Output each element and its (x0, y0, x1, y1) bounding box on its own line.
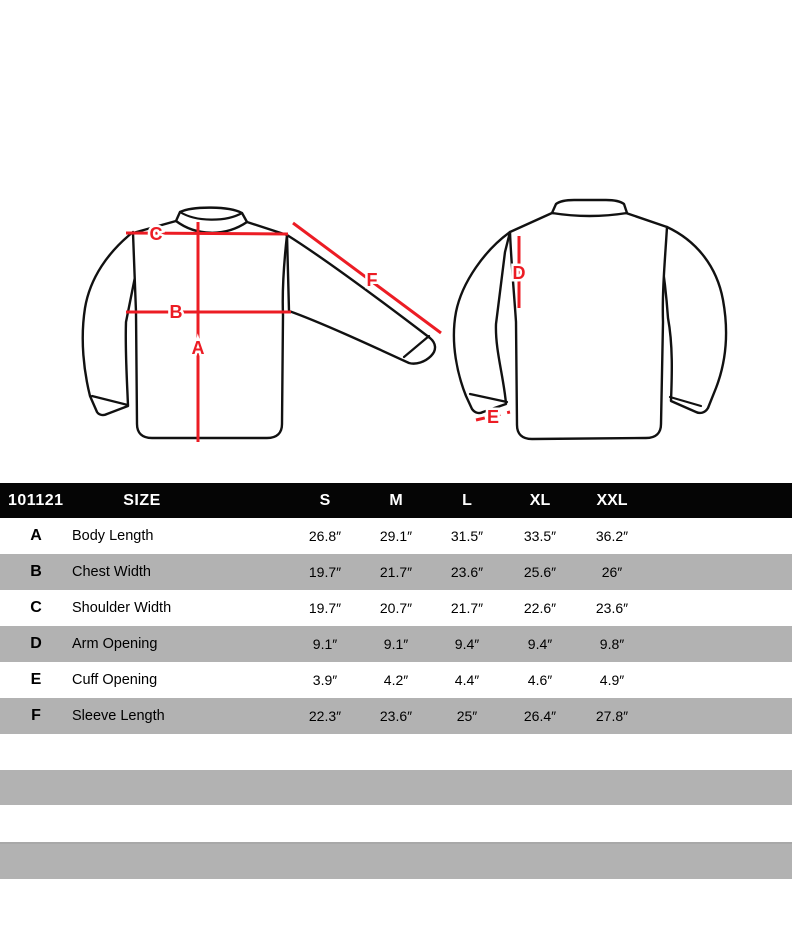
row-value-xxl: 26″ (601, 564, 623, 580)
row-value-m: 4.2″ (383, 672, 409, 688)
col-header-s: S (319, 492, 331, 509)
row-value-l: 23.6″ (450, 564, 484, 580)
table-header: 101121 SIZE S M L XL XXL (0, 483, 792, 518)
row-value-s: 19.7″ (308, 564, 342, 580)
back-left-sleeve (452, 230, 512, 415)
row-value-m: 21.7″ (379, 564, 413, 580)
col-header-l: L (462, 492, 472, 509)
measure-label-d: D (513, 263, 526, 283)
row-letter: B (30, 563, 42, 580)
row-letter: F (31, 707, 41, 724)
row-value-s: 3.9″ (312, 672, 338, 688)
size-header-label: SIZE (123, 492, 161, 509)
row-value-s: 22.3″ (308, 708, 342, 724)
measure-label-f: F (367, 270, 378, 290)
row-value-xl: 9.4″ (527, 636, 553, 652)
row-value-xl: 33.5″ (523, 528, 557, 544)
row-value-s: 19.7″ (308, 600, 342, 616)
measure-line-c (125, 231, 289, 236)
back-body (508, 211, 669, 441)
table-row-body-length: A Body Length 26.8″ 29.1″ 31.5″ 33.5″ 36… (0, 518, 792, 554)
col-header-xl: XL (529, 492, 551, 509)
row-value-xl: 4.6″ (527, 672, 553, 688)
table-row-arm-opening: D Arm Opening 9.1″ 9.1″ 9.4″ 9.4″ 9.8″ (0, 626, 792, 662)
front-left-sleeve (81, 230, 142, 417)
row-name: Shoulder Width (72, 600, 172, 616)
measure-line-f (292, 221, 442, 335)
row-name: Body Length (72, 528, 154, 544)
table-row-chest-width: B Chest Width 19.7″ 21.7″ 23.6″ 25.6″ 26… (0, 554, 792, 590)
row-letter: A (30, 527, 42, 544)
front-left-cuff-seam (90, 394, 130, 407)
table-row-cuff-opening: E Cuff Opening 3.9″ 4.2″ 4.4″ 4.6″ 4.9″ (0, 662, 792, 698)
row-value-xxl: 36.2″ (595, 528, 629, 544)
row-value-m: 29.1″ (379, 528, 413, 544)
product-code: 101121 (8, 492, 64, 509)
row-value-xl: 25.6″ (523, 564, 557, 580)
row-letter: E (30, 671, 42, 688)
row-value-m: 23.6″ (379, 708, 413, 724)
measure-label-a: A (192, 338, 205, 358)
row-value-l: 21.7″ (450, 600, 484, 616)
row-value-l: 31.5″ (450, 528, 484, 544)
size-table: 101121 SIZE S M L XL XXL A Body Length 2… (0, 483, 792, 734)
row-name: Sleeve Length (72, 708, 165, 724)
front-collar-rim (178, 210, 244, 221)
back-collar (550, 198, 629, 218)
measure-label-e: E (487, 407, 499, 427)
measure-label-c: C (150, 224, 163, 244)
row-value-xxl: 27.8″ (595, 708, 629, 724)
back-left-cuff-seam (468, 392, 509, 404)
row-name: Cuff Opening (72, 672, 158, 688)
row-letter: D (30, 635, 42, 652)
shirt-measurement-diagram: C B A F D E (81, 198, 728, 442)
empty-row-stripe (0, 842, 792, 879)
row-value-s: 26.8″ (308, 528, 342, 544)
back-right-cuff-seam (668, 395, 703, 408)
table-row-shoulder-width: C Shoulder Width 19.7″ 20.7″ 21.7″ 22.6″… (0, 590, 792, 626)
row-name: Chest Width (72, 564, 151, 580)
row-value-xl: 26.4″ (523, 708, 557, 724)
row-value-xxl: 4.9″ (599, 672, 625, 688)
front-right-cuff-seam (402, 334, 431, 359)
row-value-m: 9.1″ (383, 636, 409, 652)
empty-row-stripe (0, 770, 792, 805)
row-name: Arm Opening (72, 636, 158, 652)
row-value-xxl: 9.8″ (599, 636, 625, 652)
back-shirt: D E (452, 198, 728, 441)
front-body (131, 219, 289, 440)
row-value-xl: 22.6″ (523, 600, 557, 616)
measure-label-b: B (170, 302, 183, 322)
row-value-xxl: 23.6″ (595, 600, 629, 616)
row-letter: C (30, 599, 42, 616)
table-row-sleeve-length: F Sleeve Length 22.3″ 23.6″ 25″ 26.4″ 27… (0, 698, 792, 734)
row-value-l: 9.4″ (454, 636, 480, 652)
front-shirt: C B A F (81, 206, 442, 442)
row-value-l: 4.4″ (454, 672, 480, 688)
front-right-sleeve (285, 233, 437, 365)
row-value-l: 25″ (456, 708, 478, 724)
col-header-m: M (389, 492, 403, 509)
row-value-s: 9.1″ (312, 636, 338, 652)
col-header-xxl: XXL (596, 492, 628, 509)
row-value-m: 20.7″ (379, 600, 413, 616)
measure-line-e (475, 410, 511, 422)
back-right-sleeve (656, 225, 728, 415)
